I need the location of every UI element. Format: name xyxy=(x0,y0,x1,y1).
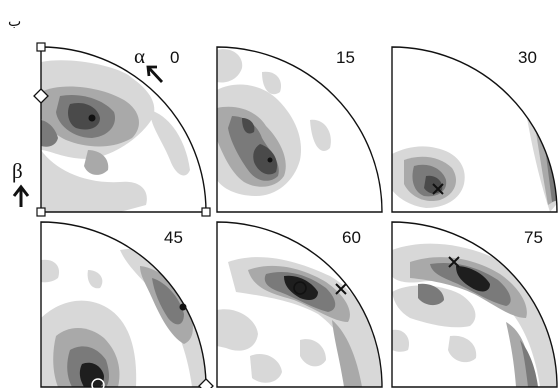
panel-label: 75 xyxy=(524,228,543,247)
quadrant-outline xyxy=(391,46,558,213)
panel-label: 30 xyxy=(518,48,537,67)
pole-marker xyxy=(88,114,96,122)
contour-fill xyxy=(41,248,206,387)
cross-marker-icon xyxy=(448,256,460,268)
panel-label: 60 xyxy=(342,228,361,247)
corner-square-icon xyxy=(36,207,46,217)
panel-30: 30 xyxy=(391,46,558,213)
quadrant-outline xyxy=(40,221,207,388)
pole-marker xyxy=(267,157,273,163)
contour-fill xyxy=(392,70,557,212)
open-circle-marker xyxy=(91,378,105,388)
contour-fill xyxy=(392,243,557,387)
pole-marker xyxy=(179,303,187,311)
corner-square-icon xyxy=(201,207,211,217)
panel-label: 0 xyxy=(170,48,179,67)
panel-label: 15 xyxy=(336,48,355,67)
quadrant-outline xyxy=(216,46,383,213)
corner-square-icon xyxy=(36,42,46,52)
beta-arrow-icon xyxy=(12,184,30,207)
diamond-icon xyxy=(33,88,49,104)
panel-0: 0 α xyxy=(33,42,211,217)
diamond-icon xyxy=(198,378,214,388)
panel-75: 75 xyxy=(391,221,558,388)
cross-marker-icon xyxy=(335,283,347,295)
contour-fill xyxy=(217,257,382,387)
contour-fill xyxy=(217,49,331,196)
quadrant-outline xyxy=(391,221,558,388)
panel-60: 60 xyxy=(216,221,383,388)
beta-axis-marker: β xyxy=(12,159,30,207)
alpha-axis-marker: α xyxy=(134,44,164,83)
alpha-arrow-icon xyxy=(146,65,164,83)
panel-45: 45 xyxy=(40,221,214,388)
open-circle-marker xyxy=(293,281,307,295)
quadrant-outline xyxy=(216,221,383,388)
panel-15: 15 xyxy=(216,46,383,213)
beta-label: β xyxy=(12,159,23,183)
panel-label: 45 xyxy=(164,228,183,247)
quadrant-outline xyxy=(40,46,207,213)
contour-fill xyxy=(41,60,190,212)
cross-marker-icon xyxy=(432,183,444,195)
alpha-label: α xyxy=(134,44,145,68)
corner-label: ب xyxy=(8,14,21,30)
